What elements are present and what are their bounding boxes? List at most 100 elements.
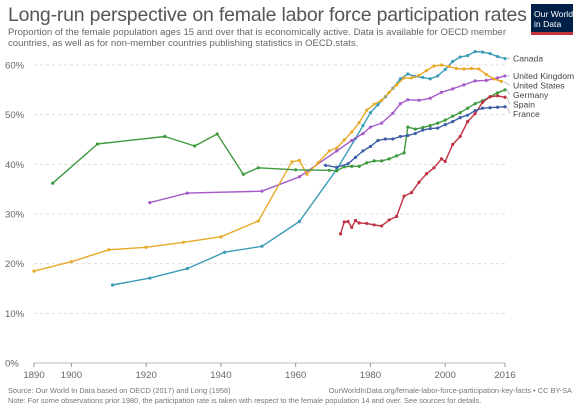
data-point-france[interactable]	[480, 106, 485, 110]
data-point-united-kingdom[interactable]	[495, 76, 500, 80]
data-point-canada[interactable]	[297, 219, 302, 224]
data-point-united-states[interactable]	[256, 219, 260, 223]
data-point-united-states[interactable]	[477, 67, 481, 71]
data-point-germany[interactable]	[365, 161, 369, 165]
legend-label-united-kingdom[interactable]: United Kingdom	[513, 71, 574, 81]
data-point-united-kingdom[interactable]	[368, 125, 373, 129]
data-point-spain[interactable]	[451, 142, 455, 147]
data-point-spain[interactable]	[394, 214, 399, 219]
data-point-united-states[interactable]	[69, 260, 73, 264]
data-point-spain[interactable]	[503, 95, 507, 99]
data-point-germany[interactable]	[503, 88, 507, 92]
data-point-united-states[interactable]	[387, 90, 391, 94]
data-point-united-kingdom[interactable]	[361, 131, 365, 136]
series-line-france[interactable]	[325, 106, 506, 168]
data-point-united-states[interactable]	[499, 79, 503, 83]
data-point-germany[interactable]	[51, 181, 55, 185]
data-point-germany[interactable]	[458, 111, 462, 115]
series-line-spain[interactable]	[339, 95, 506, 235]
data-point-france[interactable]	[421, 128, 425, 132]
data-point-canada[interactable]	[368, 111, 373, 115]
data-point-united-states[interactable]	[297, 158, 302, 162]
data-point-canada[interactable]	[466, 53, 470, 58]
data-point-spain[interactable]	[432, 166, 436, 170]
data-point-france[interactable]	[406, 133, 410, 138]
data-point-canada[interactable]	[148, 276, 152, 280]
legend-label-spain[interactable]: Spain	[513, 99, 535, 109]
data-point-spain[interactable]	[353, 218, 358, 223]
data-point-france[interactable]	[383, 137, 387, 141]
data-point-united-states[interactable]	[32, 269, 36, 273]
data-point-canada[interactable]	[398, 77, 402, 81]
data-point-united-states[interactable]	[462, 67, 466, 71]
data-point-united-kingdom[interactable]	[484, 78, 488, 82]
data-point-canada[interactable]	[428, 77, 432, 81]
data-point-germany[interactable]	[495, 91, 500, 95]
data-point-spain[interactable]	[443, 159, 447, 163]
data-point-united-states[interactable]	[305, 172, 309, 176]
data-point-spain[interactable]	[357, 221, 361, 225]
data-point-germany[interactable]	[163, 134, 167, 139]
data-point-france[interactable]	[436, 126, 440, 130]
data-point-united-states[interactable]	[447, 64, 451, 69]
data-point-france[interactable]	[398, 134, 402, 139]
data-point-united-kingdom[interactable]	[185, 191, 189, 195]
data-point-united-states[interactable]	[380, 98, 384, 102]
data-point-france[interactable]	[413, 131, 417, 136]
data-point-united-states[interactable]	[290, 160, 294, 164]
data-point-canada[interactable]	[223, 250, 227, 254]
data-point-united-kingdom[interactable]	[380, 121, 384, 125]
data-point-spain[interactable]	[473, 112, 477, 116]
data-point-united-kingdom[interactable]	[439, 90, 444, 94]
data-point-united-states[interactable]	[484, 72, 488, 77]
data-point-germany[interactable]	[387, 157, 391, 161]
data-point-canada[interactable]	[495, 54, 500, 59]
data-point-germany[interactable]	[421, 125, 425, 130]
data-point-spain[interactable]	[346, 219, 350, 224]
data-point-united-kingdom[interactable]	[350, 138, 354, 143]
data-point-canada[interactable]	[488, 51, 492, 56]
data-point-canada[interactable]	[185, 267, 189, 271]
data-point-united-kingdom[interactable]	[503, 74, 507, 78]
series-line-canada[interactable]	[112, 50, 506, 286]
data-point-spain[interactable]	[424, 172, 429, 176]
data-point-france[interactable]	[428, 126, 432, 131]
data-point-canada[interactable]	[361, 123, 365, 128]
data-point-germany[interactable]	[350, 164, 354, 168]
data-point-spain[interactable]	[402, 194, 406, 198]
data-point-spain[interactable]	[409, 191, 414, 195]
data-point-canada[interactable]	[458, 55, 462, 59]
data-point-spain[interactable]	[488, 95, 492, 99]
data-point-united-states[interactable]	[107, 248, 111, 252]
series-line-germany[interactable]	[52, 89, 506, 184]
data-point-united-states[interactable]	[350, 130, 354, 134]
data-point-canada[interactable]	[473, 49, 477, 54]
data-point-united-kingdom[interactable]	[260, 189, 264, 193]
data-point-canada[interactable]	[260, 244, 264, 248]
data-point-united-kingdom[interactable]	[473, 79, 477, 83]
data-point-france[interactable]	[361, 149, 365, 153]
data-point-france[interactable]	[488, 106, 492, 110]
data-point-germany[interactable]	[413, 127, 417, 131]
data-point-united-states[interactable]	[219, 235, 223, 239]
data-point-germany[interactable]	[402, 151, 406, 155]
data-point-united-states[interactable]	[469, 66, 473, 71]
data-point-germany[interactable]	[335, 169, 339, 173]
data-point-spain[interactable]	[387, 218, 391, 222]
data-point-germany[interactable]	[357, 164, 361, 168]
data-point-united-states[interactable]	[454, 66, 459, 71]
data-point-france[interactable]	[473, 109, 477, 113]
data-point-germany[interactable]	[241, 172, 245, 176]
series-line-united-kingdom[interactable]	[149, 75, 506, 204]
data-point-united-states[interactable]	[181, 240, 186, 244]
data-point-united-states[interactable]	[365, 108, 369, 112]
data-point-united-kingdom[interactable]	[391, 111, 395, 115]
data-point-united-kingdom[interactable]	[451, 87, 455, 91]
data-point-france[interactable]	[495, 105, 500, 109]
data-point-spain[interactable]	[350, 225, 354, 230]
legend-label-canada[interactable]: Canada	[513, 54, 543, 64]
data-point-france[interactable]	[376, 138, 380, 143]
data-point-united-states[interactable]	[335, 146, 339, 150]
data-point-france[interactable]	[391, 137, 395, 141]
data-point-france[interactable]	[323, 163, 328, 167]
